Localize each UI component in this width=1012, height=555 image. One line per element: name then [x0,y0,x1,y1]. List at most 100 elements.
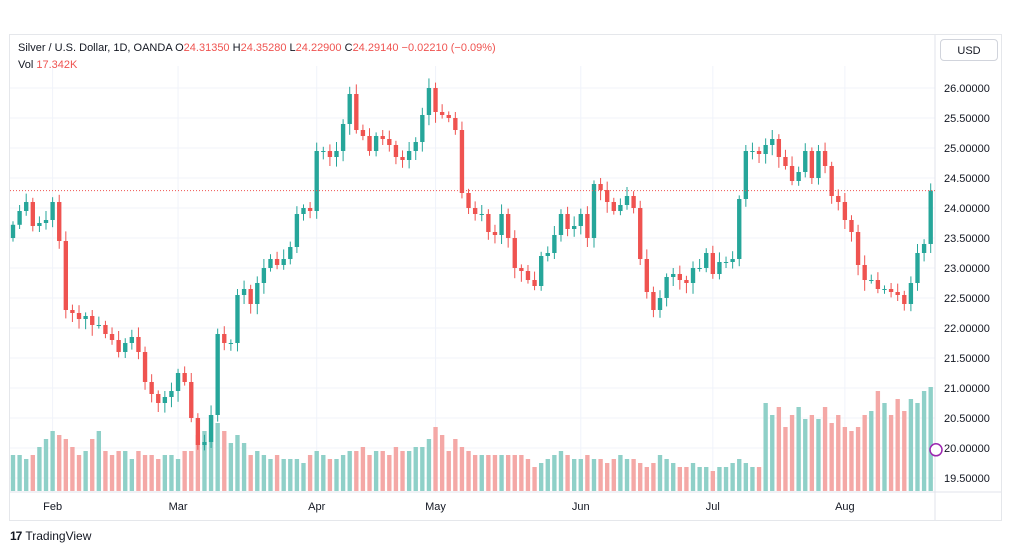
y-tick-label: 20.00000 [944,443,990,455]
candle-body [321,151,326,152]
volume-bar [902,411,907,491]
volume-label[interactable]: Vol [18,59,34,71]
volume-bar [30,455,35,491]
candle-body [697,268,702,269]
volume-bar [235,435,240,491]
volume-bar [895,399,900,491]
volume-bar [420,447,425,491]
volume-bar [301,463,306,491]
y-tick-label: 25.00000 [944,143,990,155]
chart-frame [9,34,1002,521]
volume-bar [136,451,141,491]
volume-bar [103,451,108,491]
volume-bar [783,427,788,491]
candle-body [558,214,564,235]
candle-body [255,283,260,304]
candle-body [638,208,643,259]
volume-bar [882,403,887,491]
candle-body [519,268,524,271]
candle-body [208,415,214,442]
candle-body [76,313,82,319]
candle-body [354,94,359,130]
candle-body [261,268,267,283]
candle-body [43,220,49,223]
candle-body [631,196,636,208]
volume-bar [294,459,300,491]
volume-bar [697,467,702,491]
volume-bar [644,467,649,491]
candle-body [57,202,62,241]
volume-bar [855,427,861,491]
volume-bar [116,451,121,491]
x-tick-label: Jun [572,501,590,513]
volume-bar [109,455,115,491]
candle-body [895,292,900,295]
candle-body [301,208,306,214]
volume-bar [591,459,597,491]
volume-value: 17.342K [36,59,78,71]
volume-bar [677,467,682,491]
volume-bar [10,455,16,491]
volume-bar [743,463,749,491]
candle-body [307,208,313,211]
volume-bar [169,455,174,491]
volume-bar [387,455,392,491]
y-tick-label: 21.50000 [944,353,990,365]
candle-body [730,259,735,262]
candles [10,78,933,451]
volume-bar [512,455,517,491]
candle-body [453,118,458,130]
candle-body [400,157,405,160]
candle-body [466,193,471,208]
candle-body [816,151,821,178]
volume-bar [545,459,550,491]
volume-bar [182,451,187,491]
candle-body [479,214,484,215]
volume-bar [704,467,709,491]
volume-bar [776,407,782,491]
volume-bar [723,467,729,491]
volume-bar [565,455,570,491]
volume-bar [849,431,854,491]
candle-body [222,334,227,343]
candle-body [413,142,418,151]
candle-body [723,262,729,263]
candle-body [373,136,379,151]
currency-button[interactable]: USD [940,39,998,61]
y-tick-label: 23.00000 [944,263,990,275]
candle-body [908,283,914,304]
candle-body [776,139,782,157]
volume-bar [717,467,722,491]
candle-body [136,337,141,352]
volume-bar [426,439,432,491]
volume-bar [360,447,366,491]
volume-bar [215,423,220,491]
candle-body [228,343,234,344]
tradingview-footer[interactable]: 17 TradingView [10,529,91,543]
candle-body [750,151,755,152]
x-tick-label: May [425,501,446,513]
candle-body [387,139,392,145]
volume-bar [340,455,346,491]
candle-body [902,295,907,304]
candle-body [393,145,399,157]
candle-body [327,151,333,157]
volume-bar [321,455,326,491]
volume-bar [406,451,412,491]
open-value: 24.31350 [183,42,230,54]
volume-bar [671,463,676,491]
candle-body [129,337,135,343]
candle-body [433,88,438,112]
candle-body [855,232,861,265]
volume-bar [373,451,379,491]
volume-bar [532,467,537,491]
y-tick-label: 22.00000 [944,323,990,335]
candle-body [63,241,68,310]
volume-bar [796,407,801,491]
candle-body [882,289,887,290]
candle-body [611,202,616,211]
candle-body [439,112,445,115]
symbol-title[interactable]: Silver / U.S. Dollar, 1D, OANDA [18,42,173,54]
volume-bar [459,447,465,491]
